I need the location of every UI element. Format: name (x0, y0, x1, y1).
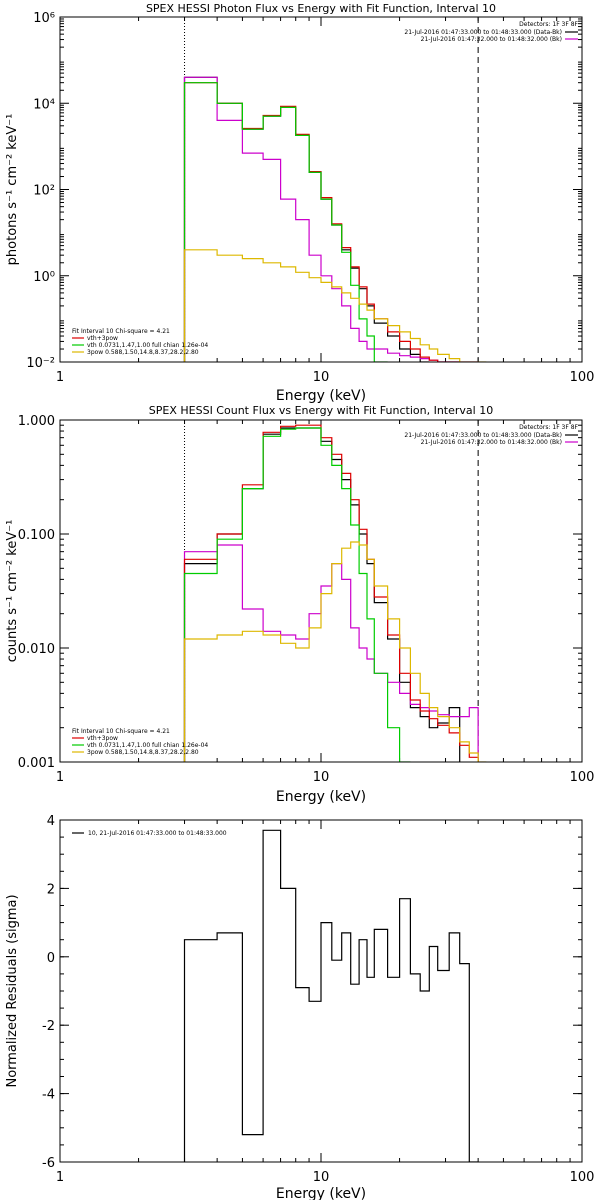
legend-label: vth+3pow (87, 735, 118, 742)
legend-label: 3pow 0.588,1.50,14.8,8.37,28.2,2.80 (87, 749, 199, 756)
x-tick-label: 10 (313, 370, 330, 385)
legend-label: 3pow 0.588,1.50,14.8,8.37,28.2,2.80 (87, 349, 199, 356)
y-tick-label: 2 (47, 882, 55, 897)
legend-label: 10, 21-Jul-2016 01:47:33.000 to 01:48:33… (88, 830, 227, 837)
y-tick-label: -6 (42, 1156, 55, 1171)
x-tick-label: 1 (56, 370, 64, 385)
x-tick-label: 100 (570, 370, 595, 385)
y-tick-label: 10⁻² (26, 356, 55, 371)
legend-header: Fit Interval 10 Chi-square = 4.21 (72, 728, 170, 735)
series-line (183, 82, 460, 362)
x-axis-label: Energy (keV) (276, 388, 366, 404)
chart-panel-1: SPEX HESSI Photon Flux vs Energy with Fi… (5, 2, 594, 404)
y-tick-label: 0.001 (18, 756, 55, 771)
legend-label: vth 0.0731,1.47,1.00 full chian 1.26e-04 (87, 742, 208, 749)
series-line (183, 249, 487, 362)
y-tick-label: 0.010 (18, 642, 55, 657)
y-tick-label: 1.000 (18, 414, 55, 429)
series-line (183, 427, 411, 762)
y-tick-label: 0 (47, 951, 55, 966)
x-tick-label: 100 (570, 770, 595, 785)
x-tick-label: 1 (56, 770, 64, 785)
chart-panel-3: 1 10 100 -6 -4 -2 0 2 4 Energy (keV) Normalized Re… (5, 814, 594, 1200)
x-tick-label: 100 (570, 1170, 595, 1185)
legend-label: 21-Jul-2016 01:47:33.000 to 01:48:33.000… (404, 432, 562, 439)
legend-label: vth 0.0731,1.47,1.00 full chian 1.26e-04 (87, 342, 208, 349)
legend-header: Fit Interval 10 Chi-square = 4.21 (72, 328, 170, 335)
y-tick-label: 10⁶ (33, 11, 55, 26)
plot-frame (59, 16, 583, 363)
y-tick-label: 10² (33, 184, 55, 199)
x-tick-label: 10 (313, 770, 330, 785)
legend-header: Detectors: 1F 3F 8F (519, 21, 578, 28)
y-axis-label: photons s⁻¹ cm⁻² keV⁻¹ (5, 114, 20, 266)
legend-label: 21-Jul-2016 01:47:32.000 to 01:48:32.000… (421, 439, 562, 446)
y-tick-label: -4 (42, 1088, 55, 1103)
y-axis-label: Normalized Residuals (sigma) (5, 894, 20, 1087)
y-tick-label: 0.100 (18, 528, 55, 543)
x-tick-label: 1 (56, 1170, 64, 1185)
y-tick-label: -2 (42, 1019, 55, 1034)
y-tick-label: 4 (47, 814, 55, 829)
series-line (183, 427, 461, 762)
legend-label: 21-Jul-2016 01:47:32.000 to 01:48:32.000… (421, 36, 562, 43)
chart-panel-2: SPEX HESSI Count Flux vs Energy with Fit… (5, 404, 594, 805)
legend-label: vth+3pow (87, 335, 118, 342)
chart-title: SPEX HESSI Photon Flux vs Energy with Fi… (146, 2, 496, 15)
plot-frame (59, 819, 583, 1163)
chart-title: SPEX HESSI Count Flux vs Energy with Fit… (149, 404, 493, 417)
plot-frame (59, 419, 583, 763)
y-tick-label: 10⁰ (33, 270, 55, 285)
y-axis-label: counts s⁻¹ cm⁻² keV⁻¹ (5, 520, 20, 663)
x-tick-label: 10 (313, 1170, 330, 1185)
x-axis-label: Energy (keV) (276, 1186, 366, 1200)
legend-label: 21-Jul-2016 01:47:33.000 to 01:48:33.000… (404, 29, 562, 36)
series-line (183, 424, 479, 762)
x-axis-label: Energy (keV) (276, 789, 366, 805)
series-line (183, 82, 388, 362)
y-tick-label: 10⁴ (33, 97, 55, 112)
series-line (183, 829, 479, 1162)
legend-header: Detectors: 1F 3F 8F (519, 424, 578, 431)
series-line (183, 541, 487, 762)
